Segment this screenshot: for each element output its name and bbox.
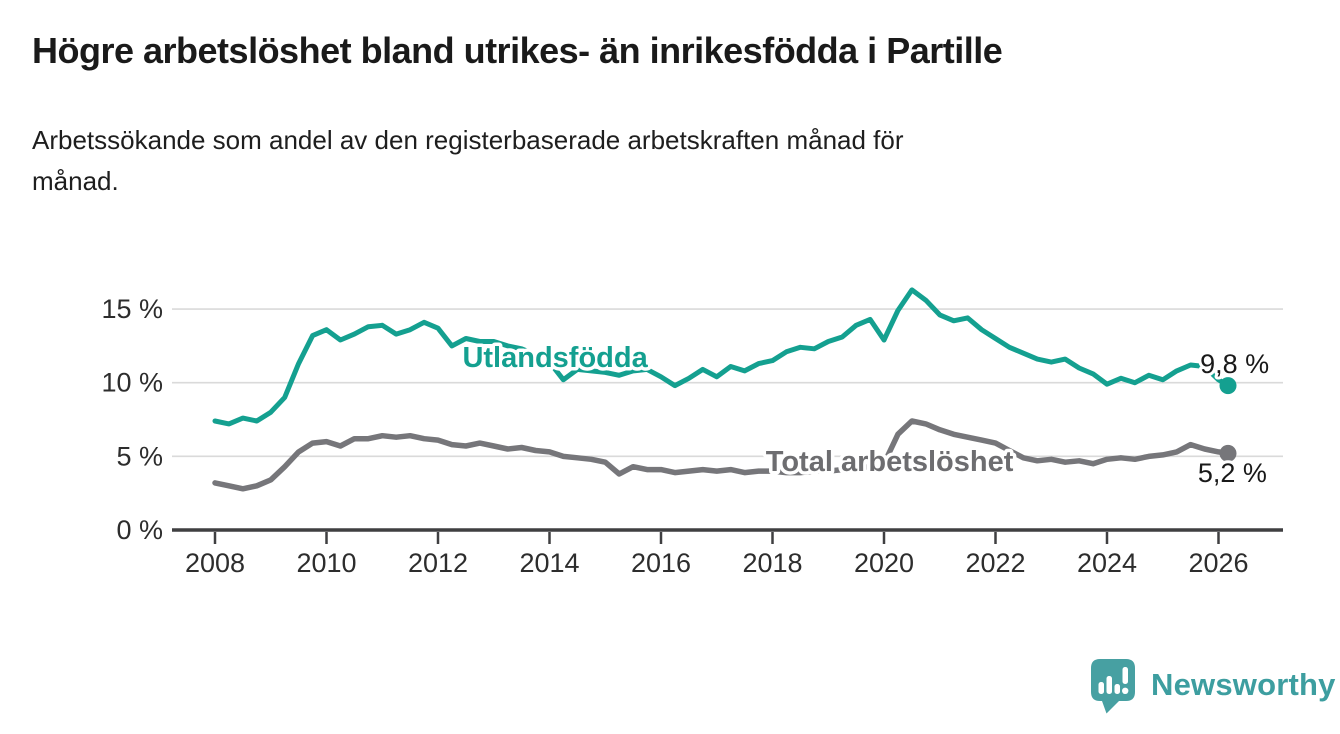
x-tick-label: 2026 — [1188, 548, 1248, 578]
series-line-total-arbetsl-shet — [212, 418, 1231, 492]
x-tick-label: 2024 — [1077, 548, 1137, 578]
newsworthy-bar-chart-bubble-icon — [1091, 659, 1135, 714]
series-label: Utlandsfödda — [462, 342, 648, 374]
y-tick-label: 10 % — [101, 368, 163, 398]
y-tick-label: 15 % — [101, 294, 163, 324]
x-tick-label: 2022 — [965, 548, 1025, 578]
newsworthy-logo: Newsworthy — [1086, 656, 1336, 714]
end-value-label: 5,2 % — [1198, 458, 1267, 488]
x-tick-label: 2008 — [185, 548, 245, 578]
y-tick-label: 0 % — [116, 515, 163, 545]
page-title: Högre arbetslöshet bland utrikes- än inr… — [32, 30, 1003, 71]
chart-subtitle: Arbetssökande som andel av den registerb… — [32, 120, 1252, 202]
series-line-utlandsf-dda — [212, 287, 1231, 427]
x-tick-label: 2014 — [519, 548, 579, 578]
brand-name: Newsworthy — [1151, 667, 1336, 702]
end-value-label: 9,8 % — [1200, 349, 1269, 379]
x-tick-label: 2012 — [408, 548, 468, 578]
x-tick-label: 2016 — [631, 548, 691, 578]
series-end-dot — [1219, 377, 1237, 395]
x-tick-label: 2018 — [742, 548, 802, 578]
x-tick-label: 2020 — [854, 548, 914, 578]
unemployment-line-chart: Total arbetslöshet 5,2 % Utlandsfödda 9,8 %… — [101, 287, 1283, 578]
subtitle-line-2: månad. — [32, 166, 119, 196]
x-tick-label: 2010 — [296, 548, 356, 578]
y-tick-label: 5 % — [116, 441, 163, 471]
subtitle-line-1: Arbetssökande som andel av den registerb… — [32, 125, 904, 155]
series-label: Total arbetslöshet — [766, 446, 1014, 478]
series-end-dot — [1219, 444, 1237, 462]
